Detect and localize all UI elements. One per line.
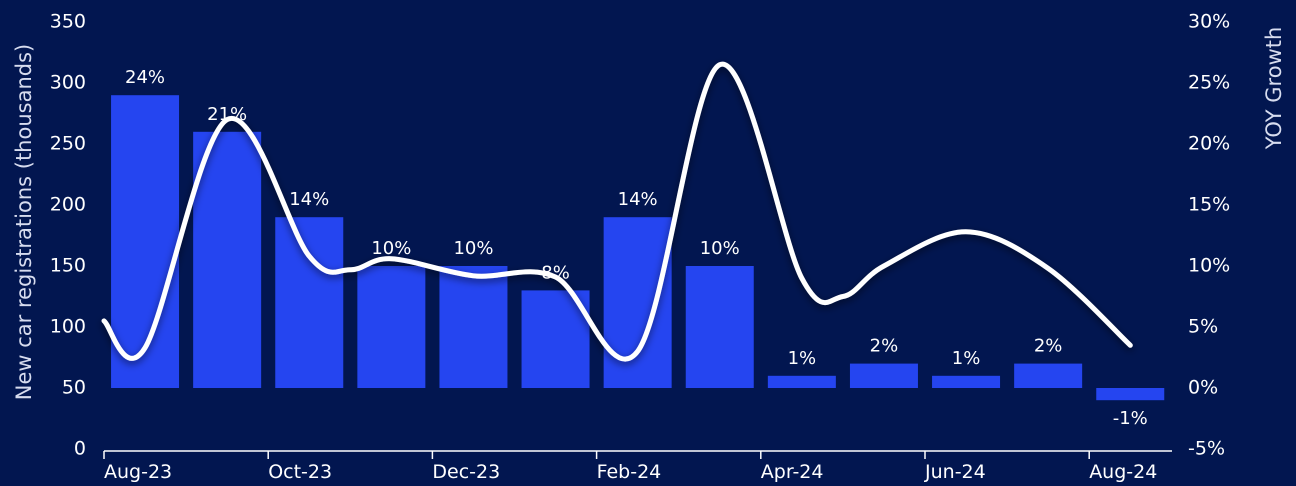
x-ticks-layer: Aug-23 Oct-23 Dec-23 Feb-24 Apr-24 Jun-24 Aug-… [103, 451, 1157, 483]
labels-layer: 24% 21% 14% 10% 10% 8% 14% 10% 1% 2% 1% 2% -1% [125, 67, 1148, 429]
y-tick-label: 200 [50, 194, 86, 216]
bar-value-label: 10% [371, 238, 411, 259]
bar-dec-23 [439, 266, 508, 388]
bar-value-label: 10% [453, 238, 493, 259]
y2-axis-title: YOY Growth [1262, 27, 1286, 151]
y2-tick-label: 0% [1188, 377, 1218, 399]
y2-tick-label: 25% [1188, 72, 1230, 94]
y-tick-label: 100 [50, 316, 86, 338]
x-tick-label: Jun-24 [924, 461, 986, 483]
bar-aug-23 [111, 95, 180, 388]
y2-tick-label: 15% [1188, 194, 1230, 216]
y2-ticks-layer: -5% 0% 5% 10% 15% 20% 25% 30% [1188, 11, 1230, 460]
y-tick-label: 350 [50, 11, 86, 33]
x-tick-label: Feb-24 [597, 461, 662, 483]
bar-oct-23 [275, 217, 344, 388]
bar-may-24 [849, 363, 918, 388]
line-layer [101, 62, 1133, 362]
y-ticks-layer: 0 50 100 150 200 250 300 350 [50, 11, 86, 460]
bar-jul-24 [1014, 363, 1083, 388]
bar-value-label: 2% [870, 336, 899, 357]
bar-apr-24 [767, 375, 836, 388]
x-tick-label: Aug-23 [104, 461, 172, 483]
y2-tick-label: 10% [1188, 255, 1230, 277]
y2-tick-label: -5% [1188, 438, 1225, 460]
bar-value-label: 1% [788, 348, 817, 369]
y-tick-label: 50 [62, 377, 86, 399]
y2-tick-label: 5% [1188, 316, 1218, 338]
x-tick-label: Apr-24 [761, 461, 824, 483]
x-tick-label: Oct-23 [268, 461, 332, 483]
bar-value-label: 14% [289, 189, 329, 210]
yoy-growth-line [101, 62, 1133, 362]
bar-value-label: 10% [700, 238, 740, 259]
bar-nov-23 [357, 266, 426, 388]
bar-value-label: 2% [1034, 336, 1063, 357]
bar-value-label: 8% [541, 262, 570, 283]
bar-aug-24 [1096, 388, 1165, 401]
y-tick-label: 150 [50, 255, 86, 277]
bar-value-label: 14% [618, 189, 658, 210]
y-tick-label: 250 [50, 133, 86, 155]
bars-layer [111, 95, 1165, 401]
y2-tick-label: 20% [1188, 133, 1230, 155]
y-tick-label: 300 [50, 72, 86, 94]
y-tick-label: 0 [74, 438, 86, 460]
bar-sep-23 [193, 131, 262, 389]
bar-value-label: -1% [1113, 408, 1148, 429]
y-axis-title: New car registrations (thousands) [12, 44, 36, 400]
y2-tick-label: 30% [1188, 11, 1230, 33]
bar-jun-24 [932, 375, 1001, 388]
x-tick-label: Aug-24 [1089, 461, 1157, 483]
bar-value-label: 24% [125, 67, 165, 88]
bar-value-label: 21% [207, 104, 247, 125]
bar-mar-24 [685, 266, 754, 388]
x-tick-label: Dec-23 [432, 461, 500, 483]
bar-feb-24 [603, 217, 672, 388]
bar-value-label: 1% [952, 348, 981, 369]
